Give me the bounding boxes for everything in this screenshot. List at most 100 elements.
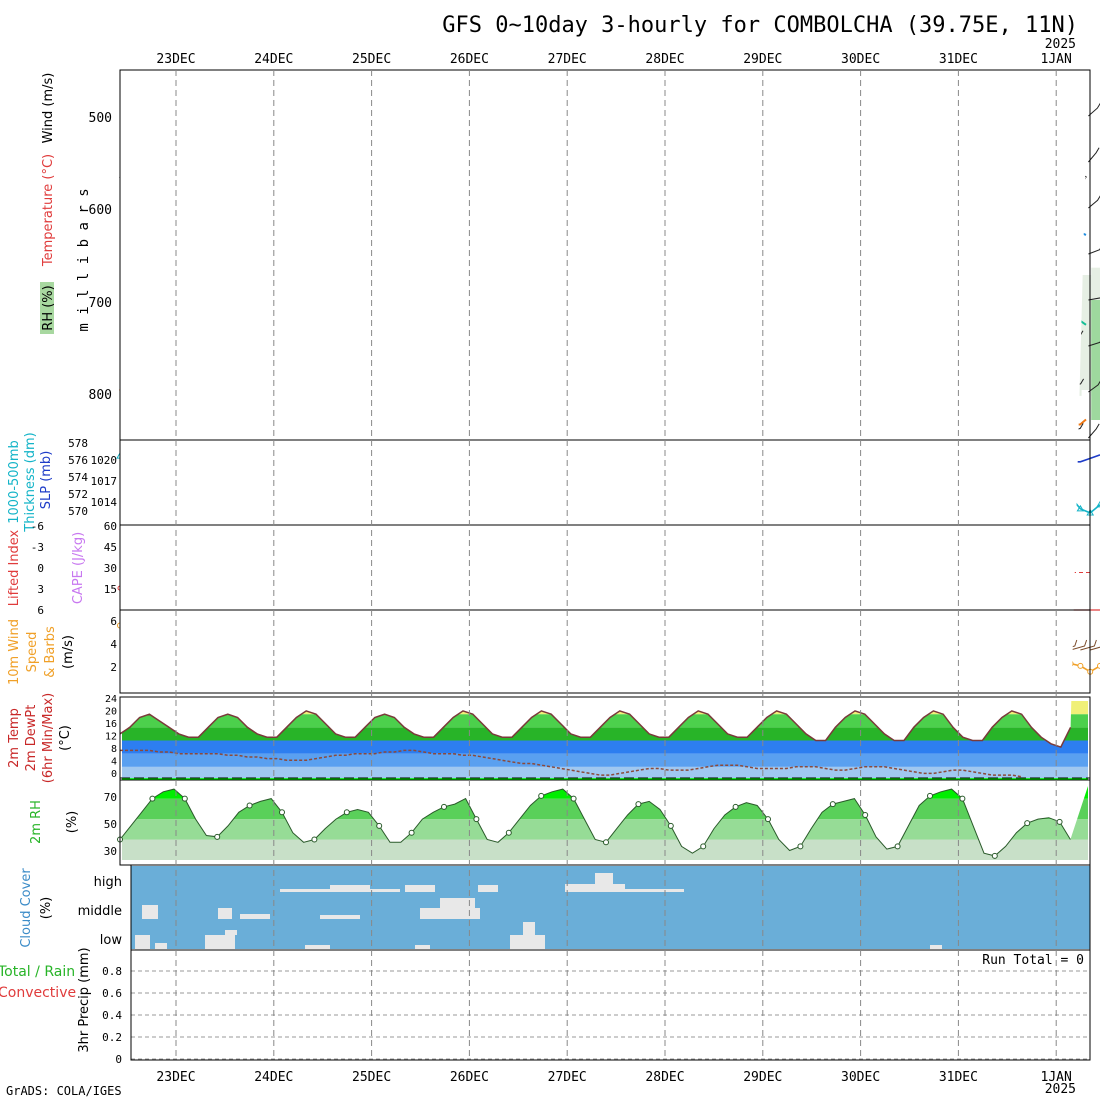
temp-band — [122, 740, 1088, 754]
slp-label-a: 1000-500mb — [7, 440, 22, 524]
date-label-bottom: 23DEC — [156, 1070, 195, 1085]
wind10m-tick: 6 — [110, 615, 117, 628]
temp-band — [122, 727, 1088, 741]
rh-point — [311, 836, 318, 843]
date-label-bottom: 28DEC — [645, 1070, 684, 1085]
date-label-bottom: 25DEC — [352, 1070, 391, 1085]
precip-legend-convective: Convective — [0, 985, 76, 1001]
date-label-top: 29DEC — [743, 52, 782, 67]
panel-frame — [119, 609, 1091, 694]
date-label-bottom: 29DEC — [743, 1070, 782, 1085]
slp-tick: 1017 — [91, 475, 118, 488]
cloud-row-label: high — [94, 875, 122, 890]
li-tick: 6 — [37, 604, 44, 617]
rh-series — [119, 788, 1071, 857]
run-total: Run Total = 0 — [982, 953, 1084, 968]
rh-tick: 30 — [104, 845, 117, 858]
year-label-bottom: 2025 — [1045, 1082, 1076, 1097]
li-tick: -6 — [31, 520, 44, 533]
temp-tick: 12 — [105, 732, 117, 743]
upper-label-rh: RH (%) — [41, 285, 56, 330]
date-label-bottom: 1JAN — [1041, 1070, 1072, 1085]
date-label-bottom: 24DEC — [254, 1070, 293, 1085]
wind10m-barb — [1070, 639, 1088, 651]
rh-point — [538, 792, 545, 799]
rh-mask — [120, 780, 1090, 856]
temp-label: (6hr Min/Max) — [41, 693, 56, 783]
cape-label: CAPE (J/kg) — [71, 532, 86, 604]
cloud-block — [155, 943, 167, 949]
rh-unit: (%) — [65, 811, 80, 834]
upper-label-temp: Temperature (°C) — [41, 154, 56, 267]
rh-point — [732, 803, 739, 810]
li-tick: -3 — [31, 541, 44, 554]
cloud-block — [523, 922, 535, 935]
precip-tick: 0.2 — [102, 1031, 122, 1044]
rh-point — [667, 822, 674, 829]
rh-tick: 70 — [104, 791, 117, 804]
chart-title: GFS 0~10day 3-hourly for COMBOLCHA (39.7… — [442, 13, 1078, 38]
li-tick: 3 — [37, 583, 44, 596]
rh-point — [1024, 820, 1031, 827]
pressure-tick: 500 — [89, 111, 112, 126]
wind-barb — [1088, 297, 1100, 301]
rh-point — [927, 792, 933, 799]
rh-point — [635, 801, 642, 808]
cloud-block — [240, 914, 270, 919]
cloud-block — [142, 905, 158, 919]
rh-point — [829, 801, 836, 808]
footer-credit: GrADS: COLA/IGES — [6, 1084, 122, 1098]
rh-point — [214, 833, 221, 840]
cape-tick: 30 — [104, 562, 117, 575]
precip-tick: 0 — [115, 1053, 122, 1066]
date-label-top: 23DEC — [156, 52, 195, 67]
cloud-block — [330, 885, 370, 892]
rh-band — [122, 839, 1088, 860]
rh-point — [246, 802, 253, 809]
pressure-tick: 600 — [89, 203, 112, 218]
wind-barb — [1088, 147, 1100, 163]
thickness-tick: 578 — [68, 437, 88, 450]
date-label-top: 28DEC — [645, 52, 684, 67]
temp-tick: 24 — [105, 694, 117, 705]
year-label-top: 2025 — [1045, 37, 1076, 52]
rh-point — [473, 816, 480, 823]
rh-tick: 50 — [104, 818, 117, 831]
dewpoint-series — [120, 749, 1022, 778]
temp-label: 2m DewPt — [24, 705, 39, 772]
date-label-bottom: 27DEC — [548, 1070, 587, 1085]
cloud-block — [218, 908, 232, 919]
thickness-tick: 570 — [68, 505, 88, 518]
cloud-unit: (%) — [39, 897, 54, 920]
cloud-block — [405, 885, 435, 892]
wind10m-label: 10m Wind — [7, 619, 22, 685]
cloud-row-label: low — [100, 933, 123, 948]
rh-point — [408, 829, 415, 836]
rh-point — [279, 809, 285, 816]
date-label-top: 24DEC — [254, 52, 293, 67]
cloud-block — [415, 945, 430, 949]
rh-point — [376, 822, 383, 829]
upper-label-wind: Wind (m/s) — [41, 73, 56, 144]
cloud-block — [930, 945, 942, 949]
rh-point — [991, 852, 998, 859]
temp-label: (°C) — [58, 725, 73, 751]
date-label-bottom: 26DEC — [450, 1070, 489, 1085]
thickness-tick: 574 — [68, 471, 88, 484]
cloud-block — [205, 935, 235, 949]
thickness-series-point — [1076, 504, 1085, 512]
cloud-block — [478, 885, 498, 892]
rh-point — [505, 829, 512, 836]
precip-tick: 0.8 — [102, 965, 122, 978]
rh-point — [700, 843, 707, 850]
rh-label: 2m RH — [29, 800, 44, 844]
wind10m-tick: 2 — [110, 661, 117, 674]
date-label-top: 27DEC — [548, 52, 587, 67]
cloud-block — [320, 915, 360, 919]
cape-tick: 45 — [104, 541, 117, 554]
rh-point — [765, 816, 771, 823]
wind10m-label: Speed — [25, 632, 40, 673]
rh-point — [959, 795, 966, 802]
date-label-bottom: 30DEC — [841, 1070, 880, 1085]
